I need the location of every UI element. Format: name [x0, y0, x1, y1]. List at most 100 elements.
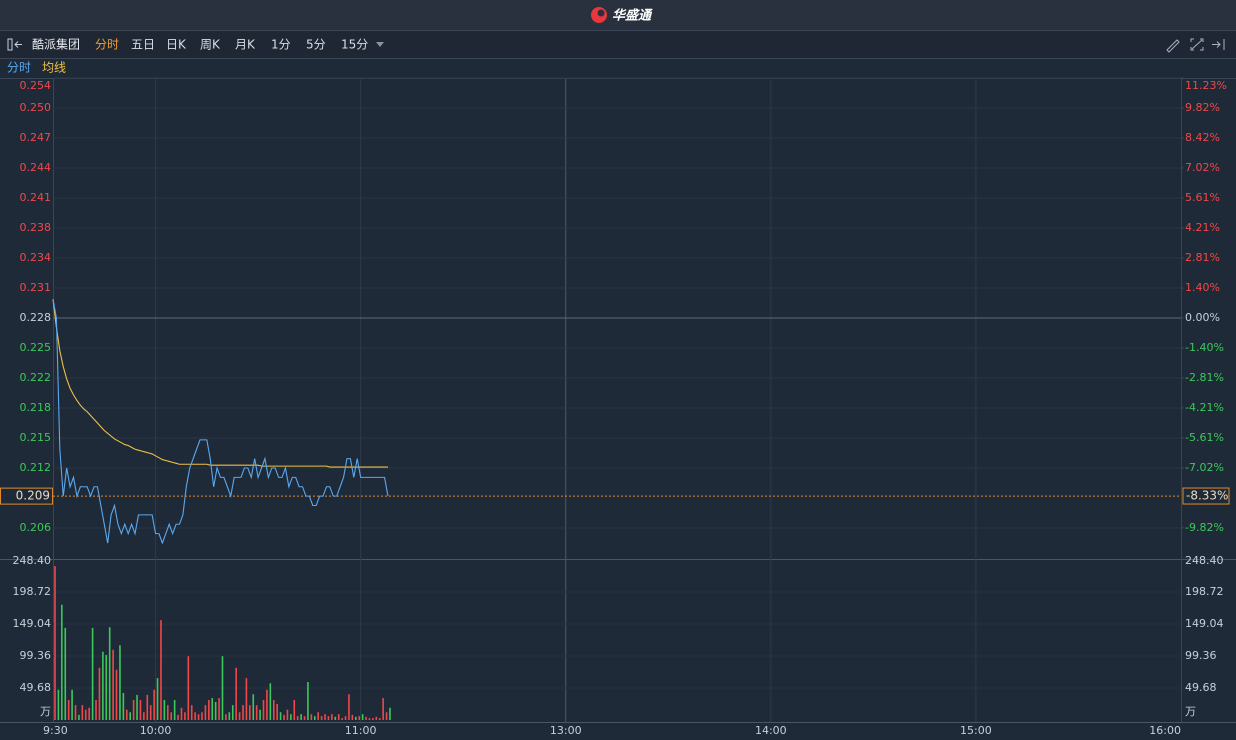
- volume-bar: [64, 627, 67, 720]
- x-tick-label: 13:00: [550, 724, 582, 737]
- volume-bar: [252, 694, 255, 720]
- volume-bar: [242, 705, 244, 720]
- y2-tick-label: 8.42%: [1185, 131, 1220, 144]
- volume-bar: [211, 698, 214, 720]
- y-tick-label: 0.254: [20, 79, 52, 92]
- tabs: 分时 五日 日K 周K 月K 1分 5分 15分: [95, 38, 368, 52]
- volume-bar: [108, 627, 111, 720]
- x-tick-label: 9:30: [43, 724, 68, 737]
- tool-icons: [1166, 38, 1225, 53]
- volume-bar: [276, 703, 278, 720]
- y2-tick-label: -2.81%: [1185, 371, 1224, 384]
- tab[interactable]: 日K: [166, 38, 187, 52]
- y2-tick-label: -4.21%: [1185, 401, 1224, 414]
- volume-bar: [122, 692, 125, 720]
- volume-bar: [283, 714, 285, 720]
- tab[interactable]: 15分: [341, 38, 368, 52]
- price-line: [52, 299, 389, 545]
- volume-bar: [81, 705, 84, 720]
- volume-bar: [214, 701, 217, 720]
- tab[interactable]: 分时: [95, 38, 119, 52]
- y-tick-label: 0.244: [20, 161, 52, 174]
- volume-bar: [372, 718, 374, 720]
- collapse-icon[interactable]: [7, 38, 22, 51]
- last-change-tag: [1182, 487, 1230, 505]
- volume-bar: [156, 678, 159, 720]
- volume-bar: [279, 712, 282, 720]
- last-price-tag: [0, 487, 53, 505]
- volume-bar: [231, 705, 234, 720]
- volume-bar: [375, 716, 378, 720]
- volume-bar: [334, 716, 337, 720]
- volume-bar: [71, 689, 73, 720]
- tab[interactable]: 五日: [131, 38, 155, 52]
- volume-tick-label: 149.04: [13, 617, 52, 630]
- logo-icon-hole: [597, 9, 605, 17]
- fullscreen-icon[interactable]: [1190, 38, 1204, 51]
- tab[interactable]: 1分: [271, 38, 291, 52]
- volume-bar: [57, 689, 60, 720]
- volume-bar: [361, 714, 364, 720]
- logo: 华盛通: [591, 7, 653, 24]
- volume-bar: [331, 714, 333, 720]
- volume-tick-label: 99.36: [20, 649, 52, 662]
- x-tick-label: 16:00: [1149, 724, 1181, 737]
- volume-tick-label: 49.68: [20, 681, 52, 694]
- y-tick-label: 0.206: [20, 521, 52, 534]
- volume-bar: [119, 645, 121, 720]
- volume-tick-label: 248.40: [13, 554, 52, 567]
- volume-bar: [293, 700, 296, 720]
- y2-tick-label: -5.61%: [1185, 431, 1224, 444]
- volume-bar: [88, 707, 90, 720]
- volume-unit: 万: [1185, 705, 1196, 718]
- tab[interactable]: 5分: [306, 38, 326, 52]
- y2-tick-label: -7.02%: [1185, 461, 1224, 474]
- dropdown-arrow[interactable]: [376, 42, 384, 47]
- volume-bar: [204, 705, 207, 720]
- volume-bar: [139, 700, 142, 720]
- volume-bar: [310, 714, 313, 720]
- volume-bar: [245, 678, 248, 720]
- legend: 分时 均线: [7, 61, 66, 75]
- y2-tick-label: 1.40%: [1185, 281, 1220, 294]
- y-tick-label: 0.212: [20, 461, 52, 474]
- y-tick-label: 0.241: [20, 191, 52, 204]
- volume-bar: [355, 716, 357, 720]
- volume-bar: [208, 700, 210, 720]
- volume-bar: [180, 707, 183, 720]
- volume-bar: [365, 716, 367, 720]
- volume-bar: [307, 681, 309, 720]
- volume-bar: [163, 700, 166, 720]
- volume-bar: [177, 714, 179, 720]
- tab[interactable]: 月K: [235, 38, 256, 52]
- volume-tick-label: 149.04: [1185, 617, 1224, 630]
- volume-bar: [290, 714, 292, 720]
- volume-bar: [389, 707, 391, 720]
- volume-bar: [382, 698, 384, 720]
- volume-bar: [115, 669, 118, 720]
- volume-bar: [255, 705, 258, 720]
- expand-icon[interactable]: [1212, 39, 1225, 50]
- volume-bar: [194, 712, 196, 720]
- last-price-label: 0.209: [16, 489, 50, 503]
- volume-bar: [74, 705, 77, 720]
- volume-bar: [327, 716, 330, 720]
- volume-bar: [112, 649, 114, 720]
- legend-entry[interactable]: 均线: [42, 61, 66, 75]
- tab[interactable]: 周K: [200, 38, 221, 52]
- volume-bar: [320, 716, 323, 720]
- volume-bar: [348, 694, 350, 720]
- y-tick-label: 0.250: [20, 101, 52, 114]
- volume-bar: [184, 712, 186, 720]
- volume-bar: [153, 689, 155, 720]
- collapse-icon-arrow: [14, 41, 22, 48]
- volume-bar: [98, 667, 101, 720]
- legend-entry[interactable]: 分时: [7, 61, 31, 75]
- x-tick-label: 11:00: [345, 724, 377, 737]
- edit-icon[interactable]: [1166, 39, 1180, 53]
- y2-tick-label: 5.61%: [1185, 191, 1220, 204]
- volume-bar: [238, 712, 241, 720]
- volume-bar: [149, 705, 152, 720]
- volume-tick-label: 198.72: [13, 585, 52, 598]
